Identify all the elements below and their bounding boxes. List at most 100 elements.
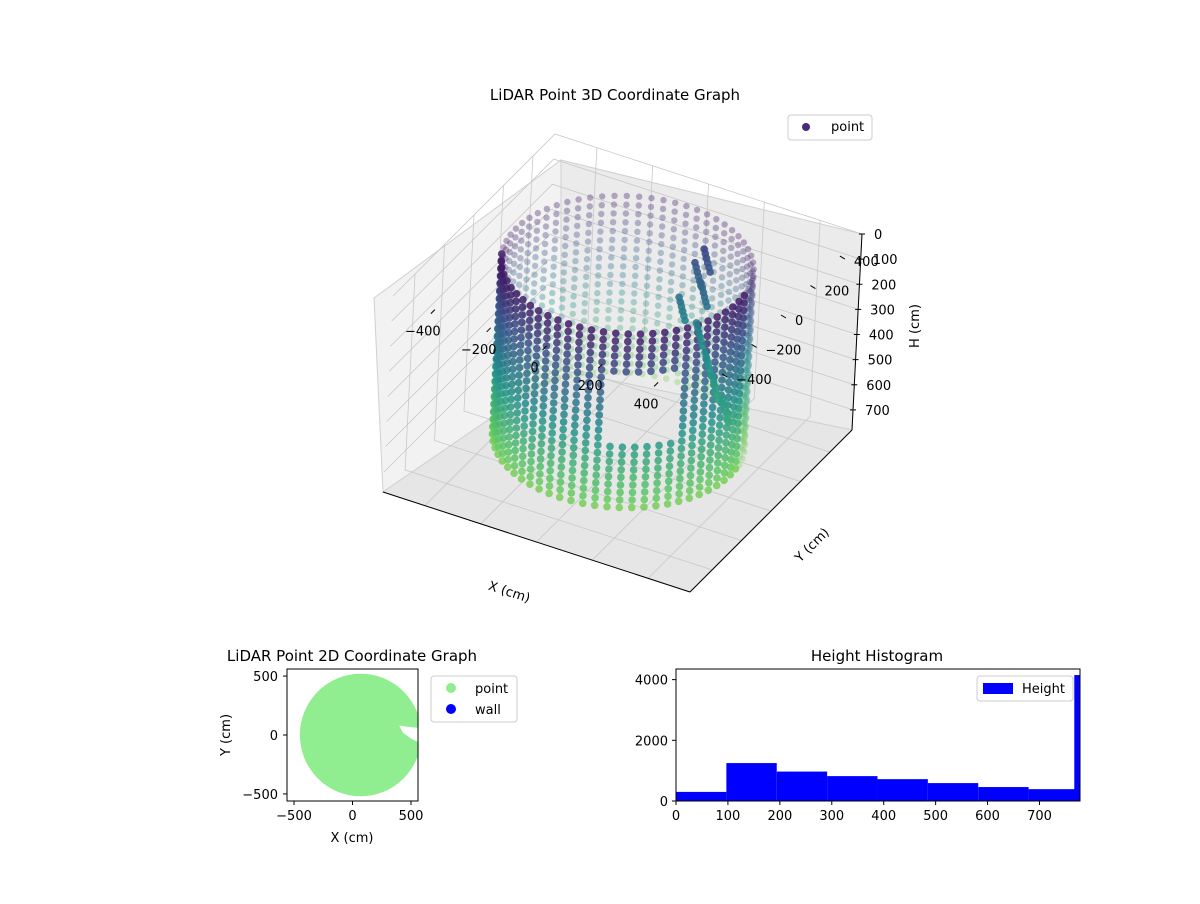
data-point-3d xyxy=(699,415,707,423)
data-point-3d xyxy=(610,210,617,217)
data-point-3d xyxy=(510,269,517,276)
legend-3d-label: point xyxy=(831,120,864,135)
data-point-3d xyxy=(545,489,553,498)
data-point-3d xyxy=(593,448,602,457)
data-point-3d xyxy=(595,254,603,262)
data-point-3d xyxy=(571,266,579,274)
data-point-3d xyxy=(553,202,560,209)
data-point-3d xyxy=(749,281,756,288)
data-point-3d xyxy=(658,240,665,248)
data-point-3d xyxy=(586,341,595,349)
data-point-3d xyxy=(548,429,556,437)
data-point-3d xyxy=(709,286,716,293)
data-point-3d xyxy=(559,425,567,434)
data-point-3d xyxy=(697,453,705,461)
data-point-3d xyxy=(502,389,510,397)
data-point-3d xyxy=(677,444,686,453)
data-point-3d xyxy=(512,290,521,298)
data-point-3d xyxy=(497,256,506,265)
data-point-3d xyxy=(745,352,753,359)
data-point-3d xyxy=(728,318,736,326)
data-point-3d xyxy=(518,467,526,476)
data-point-3d xyxy=(655,293,662,301)
point-cloud-3d xyxy=(488,192,757,512)
data-point-3d xyxy=(532,359,540,368)
data-point-3d xyxy=(629,466,638,474)
data-point-3d xyxy=(743,398,751,405)
data-point-3d xyxy=(505,433,513,441)
data-point-3d xyxy=(742,393,749,401)
data-point-3d xyxy=(528,427,537,436)
data-point-3d xyxy=(507,240,514,247)
data-point-3d xyxy=(686,479,694,487)
data-point-3d xyxy=(749,290,756,297)
data-point-3d xyxy=(585,220,593,228)
data-point-3d xyxy=(501,404,509,412)
data-point-3d xyxy=(519,444,527,453)
data-point-3d xyxy=(632,255,640,262)
data-point-3d xyxy=(620,263,627,270)
data-point-3d xyxy=(714,451,722,460)
data-point-3d xyxy=(693,224,700,231)
data-point-3d xyxy=(595,272,602,279)
data-point-3d xyxy=(743,382,750,389)
data-point-3d xyxy=(592,316,600,323)
data-point-3d xyxy=(538,302,546,309)
data-point-3d xyxy=(737,351,746,360)
data-point-3d xyxy=(749,259,757,266)
data-point-3d xyxy=(715,436,723,445)
data-point-3d xyxy=(628,496,636,504)
data-point-3d xyxy=(705,478,713,487)
data-point-3d xyxy=(732,457,740,466)
data-point-3d xyxy=(615,496,624,504)
data-point-3d xyxy=(748,285,755,293)
plot-3d-title: LiDAR Point 3D Coordinate Graph xyxy=(490,86,740,104)
y-tick-label-histogram: 2000 xyxy=(635,734,668,749)
data-point-3d xyxy=(574,346,583,354)
data-point-3d xyxy=(712,233,719,240)
data-point-3d xyxy=(732,285,739,293)
grid-line-y xyxy=(404,273,713,571)
data-point-3d xyxy=(689,426,697,435)
data-point-3d xyxy=(569,451,578,460)
data-point-3d xyxy=(699,407,708,416)
data-point-3d xyxy=(726,348,735,357)
data-point-3d xyxy=(711,358,719,366)
data-point-3d xyxy=(522,285,530,292)
data-point-3d xyxy=(503,351,512,360)
data-point-3d xyxy=(605,457,614,466)
data-point-3d xyxy=(657,258,664,265)
data-point-3d xyxy=(741,448,748,456)
legend-2d-label-point: point xyxy=(475,682,508,697)
data-point-3d xyxy=(611,337,620,345)
data-point-3d xyxy=(579,491,587,500)
data-point-3d xyxy=(733,434,741,443)
data-point-3d xyxy=(562,372,570,381)
data-point-3d xyxy=(595,263,602,270)
data-point-3d xyxy=(505,440,513,449)
data-point-3d xyxy=(644,265,652,272)
data-point-3d xyxy=(509,357,517,366)
data-point-3d xyxy=(570,428,579,437)
z-axis-line xyxy=(851,233,863,431)
data-point-3d xyxy=(607,271,614,279)
data-point-3d xyxy=(711,242,719,249)
data-point-3d xyxy=(714,444,723,452)
data-point-3d xyxy=(664,492,672,501)
data-point-3d xyxy=(746,323,753,330)
data-point-3d xyxy=(559,433,567,441)
data-point-3d xyxy=(654,320,661,327)
data-point-3d xyxy=(506,298,515,307)
y-tick-3d xyxy=(721,373,728,378)
data-point-3d xyxy=(596,237,604,244)
data-point-3d xyxy=(747,316,755,324)
grid-line-z xyxy=(391,158,861,322)
data-point-3d xyxy=(745,371,752,378)
data-point-3d xyxy=(726,271,733,278)
data-point-3d xyxy=(747,312,754,319)
data-point-3d xyxy=(719,361,727,369)
data-point-3d xyxy=(529,405,538,413)
data-point-3d xyxy=(523,276,530,283)
data-point-3d xyxy=(549,289,556,297)
data-point-3d xyxy=(499,442,507,450)
